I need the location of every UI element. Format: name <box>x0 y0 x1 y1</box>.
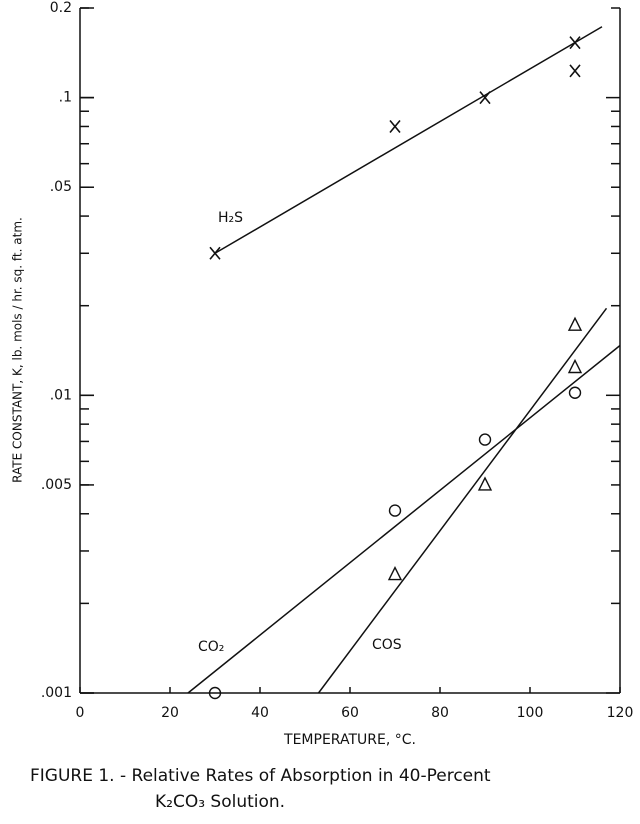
x-axis-label: TEMPERATURE, °C. <box>283 732 416 748</box>
point <box>567 358 583 374</box>
point <box>569 64 581 78</box>
point <box>209 246 221 260</box>
caption: K₂CO₃ Solution. <box>155 792 285 812</box>
series-label: H₂S <box>218 210 243 226</box>
x-tick-label: 40 <box>251 705 269 721</box>
point <box>568 386 582 399</box>
point <box>478 433 492 446</box>
y-tick-label: .001 <box>41 685 72 701</box>
point <box>567 316 583 331</box>
series-label: CO₂ <box>198 639 224 655</box>
y-axis-label: RATE CONSTANT, K, lb. mols / hr. sq. ft.… <box>11 217 25 483</box>
x-tick-label: 120 <box>607 705 634 721</box>
point <box>479 91 491 105</box>
fit-line <box>187 344 621 694</box>
caption: FIGURE 1. - Relative Rates of Absorption… <box>30 766 491 786</box>
y-tick-label: .1 <box>59 90 72 106</box>
x-tick-label: 60 <box>341 705 359 721</box>
point <box>477 476 493 491</box>
series-label: COS <box>372 637 402 653</box>
x-tick-label: 0 <box>76 705 85 721</box>
point <box>569 36 581 50</box>
y-tick-label: 0.2 <box>50 0 72 16</box>
y-tick-label: .05 <box>50 179 72 195</box>
x-tick-label: 100 <box>517 705 544 721</box>
point <box>387 565 403 581</box>
x-tick-label: 20 <box>161 705 179 721</box>
point <box>389 119 401 133</box>
x-tick-label: 80 <box>431 705 449 721</box>
y-tick-label: .005 <box>41 477 72 493</box>
point <box>208 686 222 700</box>
point <box>388 504 402 517</box>
fit-line <box>317 307 608 694</box>
y-tick-label: .01 <box>50 387 72 403</box>
fit-line <box>214 26 603 254</box>
